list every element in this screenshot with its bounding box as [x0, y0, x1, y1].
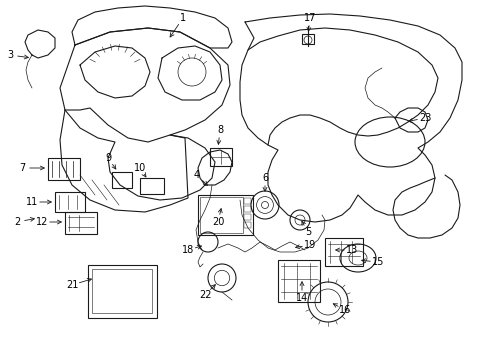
Text: 3: 3: [7, 50, 13, 60]
Text: 4: 4: [194, 170, 200, 180]
Text: 22: 22: [198, 290, 211, 300]
Text: 18: 18: [182, 245, 194, 255]
Text: 21: 21: [66, 280, 78, 290]
Text: 12: 12: [36, 217, 48, 227]
Text: 6: 6: [262, 173, 267, 183]
Text: 7: 7: [19, 163, 25, 173]
Text: 20: 20: [211, 217, 224, 227]
Text: 10: 10: [134, 163, 146, 173]
Text: 15: 15: [371, 257, 384, 267]
Text: 9: 9: [105, 153, 111, 163]
Text: 19: 19: [303, 240, 315, 250]
Text: 5: 5: [304, 227, 310, 237]
Text: 1: 1: [180, 13, 185, 23]
Text: 23: 23: [418, 113, 430, 123]
Text: 2: 2: [14, 217, 20, 227]
Text: 17: 17: [303, 13, 316, 23]
Text: 11: 11: [26, 197, 38, 207]
Text: 8: 8: [217, 125, 223, 135]
Text: 13: 13: [345, 245, 357, 255]
Text: 16: 16: [338, 305, 350, 315]
Text: 14: 14: [295, 293, 307, 303]
